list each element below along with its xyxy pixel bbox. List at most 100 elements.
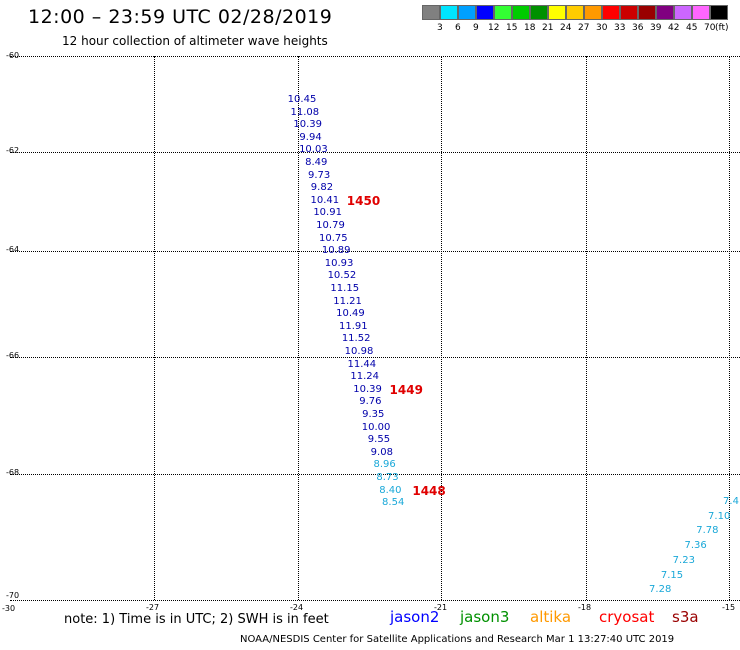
longitude-label: -18: [578, 603, 592, 612]
mission-legend-altika: altika: [530, 608, 572, 626]
map-area: [10, 56, 740, 600]
color-scale-swatch: [548, 5, 566, 20]
wave-height-value: 9.55: [367, 434, 391, 446]
longitude-gridline: [586, 56, 587, 600]
wave-height-value: 9.94: [299, 131, 322, 143]
wave-height-value: 10.49: [336, 308, 365, 320]
mission-legend-jason2: jason2: [390, 608, 440, 626]
color-scale-label: 33: [614, 23, 626, 33]
color-scale-label: 27: [578, 23, 590, 33]
color-scale-label: 15: [506, 23, 518, 33]
latitude-gridline: [10, 600, 740, 601]
wave-height-value: 10.39: [353, 383, 382, 395]
wave-height-value: 11.91: [338, 320, 368, 332]
color-scale-label: 45: [686, 23, 698, 33]
longitude-gridline: [298, 56, 299, 600]
wave-height-value: 10.41: [310, 194, 340, 206]
longitude-gridline: [441, 56, 442, 600]
color-scale-swatch: [638, 5, 656, 20]
wave-height-value: 11.21: [333, 295, 362, 307]
longitude-label: -27: [146, 603, 160, 612]
color-scale-label: 21: [542, 23, 554, 33]
color-scale-label: 18: [524, 23, 536, 33]
wave-height-value: 8.40: [379, 484, 402, 496]
wave-height-value: 7.36: [684, 540, 707, 552]
wave-height-value: 11.52: [341, 333, 371, 345]
wave-height-value: 9.76: [359, 396, 382, 408]
latitude-label: -66: [6, 351, 20, 360]
corner-label: -30: [2, 604, 16, 613]
latitude-label: -62: [6, 146, 20, 155]
wave-height-value: 9.35: [362, 409, 385, 420]
latitude-gridline: [10, 357, 740, 358]
wave-height-value: 7.23: [672, 554, 695, 566]
wave-height-value: 8.96: [373, 459, 396, 471]
color-scale-label: 24: [560, 23, 572, 33]
longitude-gridline: [729, 56, 730, 600]
wave-height-value: 7.10: [708, 510, 731, 522]
color-scale-swatch: [512, 5, 530, 20]
color-scale-label: 39: [650, 23, 662, 33]
color-scale-swatch: [566, 5, 584, 20]
color-scale-swatch: [620, 5, 638, 20]
color-scale-swatch: [656, 5, 674, 20]
wave-height-value: 10.79: [316, 220, 345, 231]
wave-height-value: 10.45: [287, 94, 317, 105]
wave-height-value: 10.52: [327, 270, 357, 282]
color-scale-label: 42: [668, 23, 680, 33]
color-scale-swatch: [458, 5, 476, 20]
wave-height-value: 8.54: [382, 497, 405, 509]
longitude-label: -15: [722, 603, 736, 612]
color-scale-label: 9: [473, 23, 479, 33]
wave-height-value: 7.15: [660, 569, 684, 581]
wave-height-value: 10.89: [321, 245, 351, 257]
latitude-gridline: [10, 474, 740, 475]
color-scale-label: 36: [632, 23, 644, 33]
mission-legend-cryosat: cryosat: [599, 608, 655, 626]
wave-height-value: 10.91: [313, 207, 342, 219]
wave-height-value: 9.08: [370, 446, 393, 458]
color-scale-label: 3: [437, 23, 443, 33]
color-scale-swatch: [602, 5, 620, 20]
wave-height-value: 11.08: [290, 106, 320, 118]
color-scale-label: 30: [596, 23, 608, 33]
latitude-gridline: [10, 152, 740, 153]
latitude-label: -70: [6, 591, 20, 600]
wave-height-value: 10.93: [324, 257, 354, 269]
wave-height-value: 11.15: [330, 283, 360, 294]
color-scale-swatch: [494, 5, 512, 20]
color-scale-label: 12: [488, 23, 500, 33]
color-scale-swatch: [710, 5, 728, 20]
color-scale-swatch: [674, 5, 692, 20]
pass-number-label: 1450: [346, 193, 381, 208]
color-scale-swatch: [530, 5, 548, 20]
latitude-label: -60: [6, 51, 20, 60]
mission-legend-jason3: jason3: [460, 608, 510, 626]
color-scale-unit: (ft): [715, 23, 729, 33]
chart-subtitle: 12 hour collection of altimeter wave hei…: [62, 34, 328, 48]
color-scale-swatch: [692, 5, 710, 20]
color-scale-label: 70: [704, 23, 716, 33]
wave-height-value: 10.00: [361, 421, 391, 433]
longitude-label: -21: [434, 603, 448, 612]
color-scale-swatch: [422, 5, 440, 20]
latitude-gridline: [10, 251, 740, 252]
wave-height-value: 7.28: [649, 584, 672, 596]
latitude-gridline: [10, 56, 740, 57]
wave-height-value: 9.73: [307, 169, 331, 181]
pass-number-label: 1448: [412, 483, 446, 498]
longitude-label: -24: [290, 603, 304, 612]
wave-height-value: 9.82: [310, 182, 334, 194]
wave-height-value: 11.44: [347, 358, 377, 370]
color-scale-swatch: [584, 5, 602, 20]
wave-height-value: 11.24: [350, 371, 380, 383]
footnote: note: 1) Time is in UTC; 2) SWH is in fe…: [64, 612, 329, 627]
longitude-gridline: [154, 56, 155, 600]
wave-height-value: 7.4: [723, 496, 739, 507]
pass-number-label: 1449: [389, 382, 423, 397]
credit-line: NOAA/NESDIS Center for Satellite Applica…: [240, 634, 675, 645]
mission-legend-s3a: s3a: [672, 608, 699, 626]
color-scale-swatch: [476, 5, 494, 20]
wave-height-value: 7.78: [696, 525, 719, 537]
wave-height-value: 10.75: [319, 232, 348, 244]
